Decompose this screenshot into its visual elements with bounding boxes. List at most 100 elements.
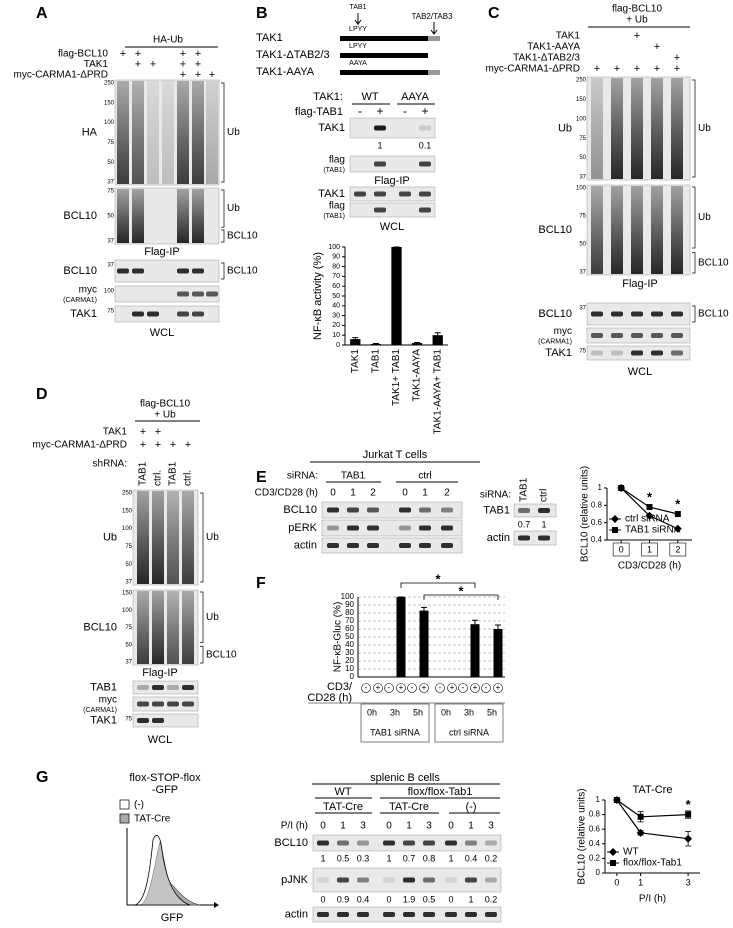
- quantification: 0.4: [465, 853, 478, 863]
- quantification: 0.9: [337, 894, 350, 904]
- quantification: 0.7: [518, 519, 531, 529]
- band: [167, 701, 179, 707]
- condition-mark: +: [634, 30, 640, 42]
- condition-mark: +: [170, 439, 176, 451]
- mw-marker: 75: [579, 136, 586, 142]
- condition-mark: +: [135, 48, 141, 60]
- panel-letter: E: [256, 469, 267, 486]
- mw-marker: 100: [104, 289, 115, 295]
- band: [383, 912, 395, 917]
- significance: *: [458, 583, 464, 598]
- blot-right-label: BCL10: [698, 257, 729, 268]
- point: [673, 524, 682, 533]
- mw-marker: 50: [125, 562, 132, 568]
- ip-label: Flag-IP: [374, 175, 409, 187]
- y-tick-label: 30: [332, 312, 340, 319]
- mw-marker: 37: [579, 175, 586, 181]
- blot-label: myc: [554, 326, 572, 337]
- group-box: [360, 703, 430, 743]
- y-tick-label: 0.8: [591, 500, 603, 509]
- smear: [611, 78, 623, 179]
- time-label: 3: [360, 821, 366, 832]
- blot-label: flag: [329, 155, 345, 166]
- group-header: + Ub: [154, 410, 176, 421]
- smear: [182, 491, 194, 584]
- bracket: [692, 186, 696, 249]
- bar: [391, 247, 402, 345]
- band: [192, 291, 204, 297]
- time-label: 1: [406, 821, 412, 832]
- band: [631, 350, 643, 356]
- smear: [611, 186, 623, 274]
- y-tick-label: 0: [350, 672, 355, 681]
- y-tick-label: 90: [345, 600, 354, 609]
- band: [465, 877, 477, 883]
- y-tick-label: 100: [328, 244, 340, 251]
- time-label: 1: [468, 821, 474, 832]
- sign-circle: [481, 683, 491, 693]
- band: [631, 333, 643, 338]
- smear: [152, 491, 164, 584]
- mw-marker: 100: [104, 120, 115, 126]
- ip-label: Flag-IP: [622, 278, 657, 290]
- y-tick-label: 0.6: [591, 518, 603, 527]
- condition-mark: +: [654, 63, 660, 75]
- group-label: WT: [334, 786, 351, 798]
- group-label: TAB1: [341, 471, 366, 482]
- mw-marker: 75: [579, 214, 586, 220]
- error-bar: [472, 619, 478, 625]
- legend-label: TAT-Cre: [134, 814, 171, 825]
- condition-mark: +: [140, 426, 146, 438]
- legend-marker: [610, 860, 616, 866]
- y-tick-label: 40: [345, 640, 354, 649]
- condition-mark: -: [358, 104, 362, 118]
- sign-circle: [373, 683, 383, 693]
- blot: [132, 713, 199, 728]
- condition-mark: +: [140, 439, 146, 451]
- time-label: 0h: [367, 707, 377, 717]
- band: [192, 268, 204, 274]
- bracket: [692, 252, 696, 274]
- blot-right-label: BCL10: [698, 309, 729, 320]
- y-tick-label: 100: [341, 592, 355, 601]
- band: [152, 685, 164, 690]
- band: [419, 543, 431, 548]
- mw-marker: 100: [576, 116, 587, 122]
- site-label: TAB2/TAB3: [411, 12, 453, 21]
- mw-marker: 150: [576, 97, 587, 103]
- bracket: [221, 229, 225, 243]
- stimulus-sign: -: [388, 683, 391, 692]
- condition-mark: +: [185, 439, 191, 451]
- smear: [182, 591, 194, 664]
- x-axis-label: GFP: [161, 912, 184, 924]
- bar: [470, 624, 480, 677]
- sign-circle: [384, 683, 394, 693]
- band: [354, 191, 366, 197]
- x-tick-label: TAK1-AAYA: [412, 349, 423, 402]
- mw-marker: 37: [125, 660, 132, 666]
- band: [182, 701, 194, 707]
- band: [383, 840, 395, 846]
- smear: [117, 189, 129, 243]
- smear: [631, 78, 643, 179]
- bracket: [200, 645, 204, 664]
- condition-label: flag-TAB1: [295, 106, 343, 118]
- blot-right-label: Ub: [227, 127, 240, 138]
- smear: [591, 78, 603, 179]
- mw-marker: 75: [107, 189, 114, 195]
- tick-box: [669, 542, 687, 557]
- band: [591, 311, 603, 317]
- mw-marker: 50: [579, 242, 586, 248]
- time-label: 0h: [441, 707, 451, 717]
- quantification: 0.8: [423, 853, 436, 863]
- x-axis-label: CD28 (h): [307, 692, 352, 704]
- band: [651, 350, 663, 356]
- blot: [132, 680, 199, 695]
- band: [419, 507, 431, 513]
- quantification: 0: [386, 894, 391, 904]
- band: [132, 311, 144, 317]
- smear: [192, 81, 204, 184]
- group-header: splenic B cells: [370, 772, 440, 784]
- condition-mark: +: [195, 58, 201, 70]
